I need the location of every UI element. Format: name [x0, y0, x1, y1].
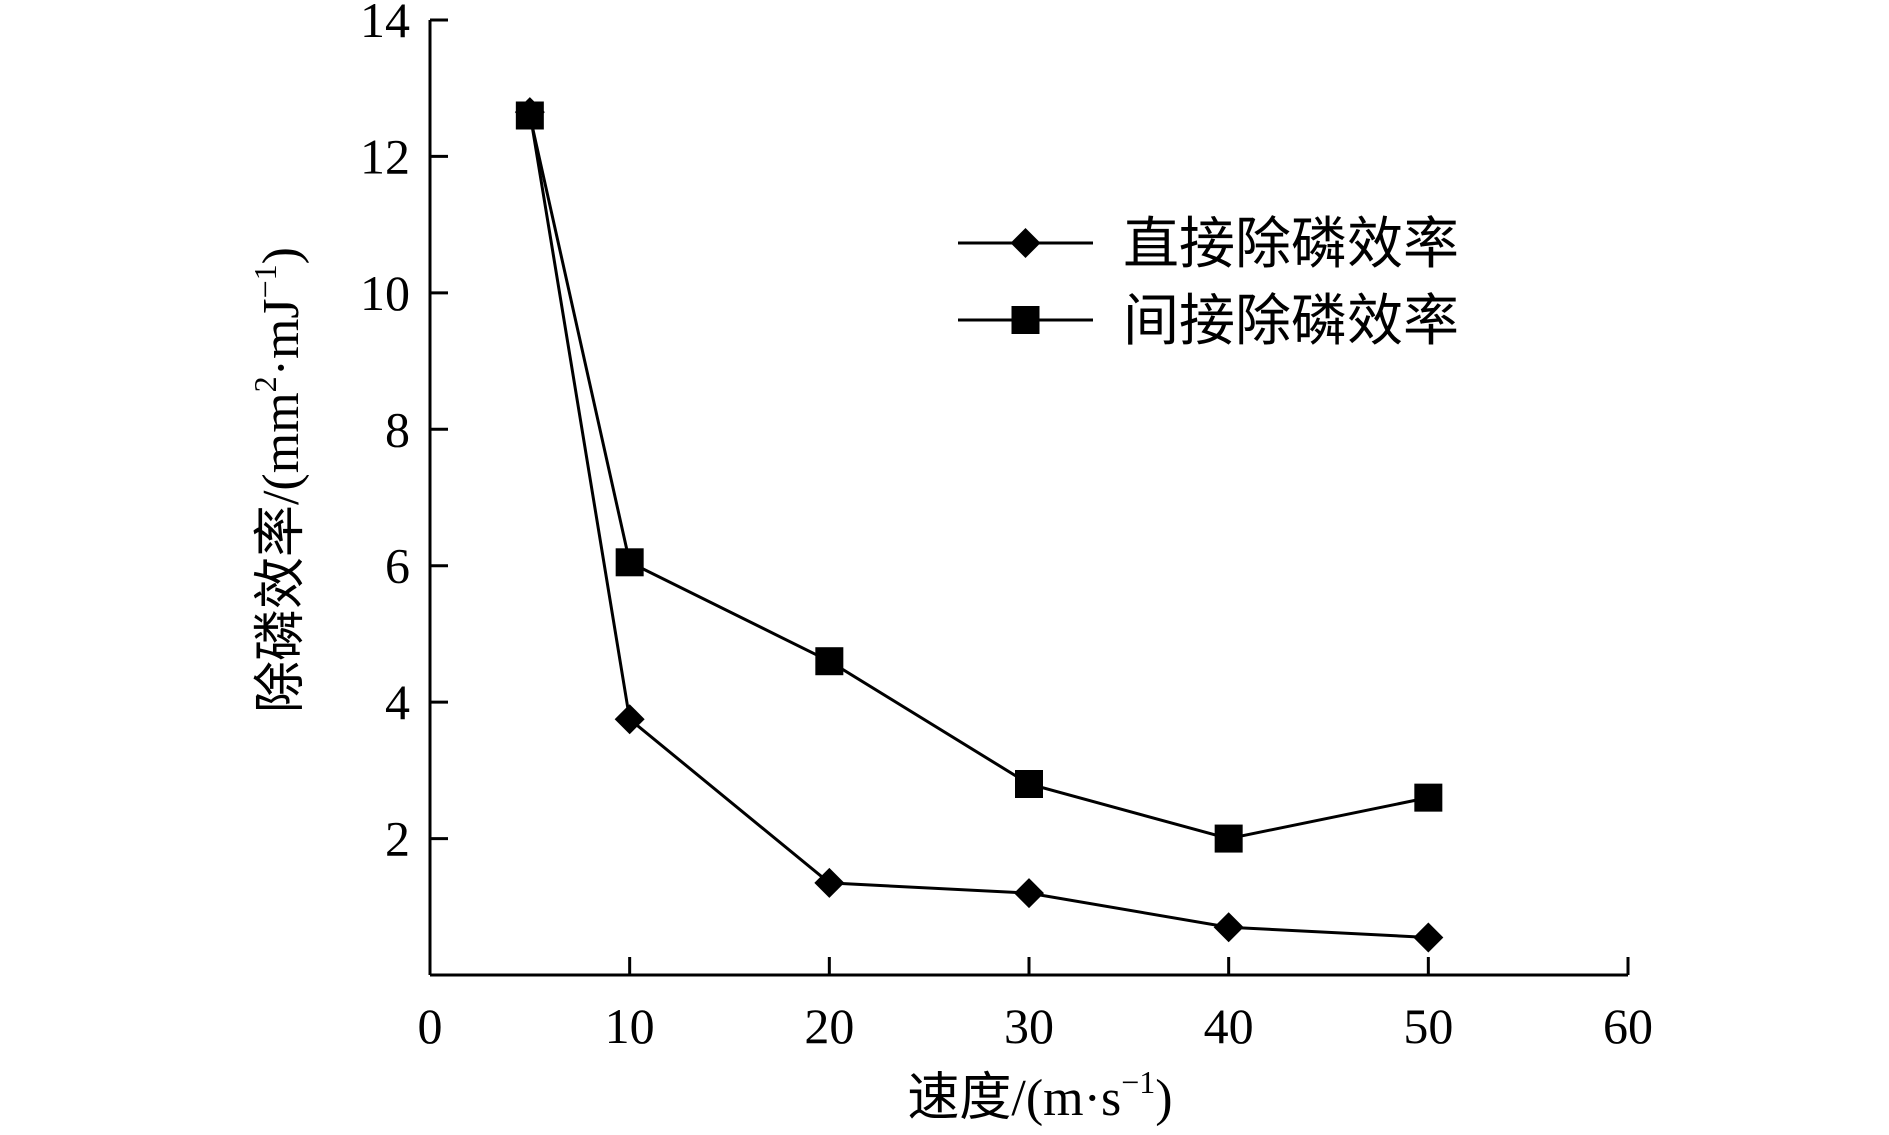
x-tick-label: 0 — [418, 998, 443, 1054]
y-axis-title-close: ) — [253, 247, 310, 264]
axes — [428, 20, 1628, 977]
diamond-point — [614, 704, 645, 735]
diamond-point — [1014, 878, 1044, 909]
square-point — [615, 548, 644, 577]
x-tick-label: 40 — [1204, 998, 1254, 1054]
square-point — [1414, 783, 1443, 812]
diamond-point — [1213, 912, 1244, 943]
x-tick-label: 10 — [605, 998, 655, 1054]
x-tick-label: 60 — [1603, 998, 1653, 1054]
y-tick-label: 12 — [360, 128, 410, 184]
x-tick-label: 50 — [1403, 998, 1453, 1054]
legend-entry: 直接除磷效率 — [958, 214, 1459, 276]
legend-label: 直接除磷效率 — [1123, 214, 1459, 276]
x-tick-label: 30 — [1004, 998, 1054, 1054]
x-axis-title-close: ) — [1155, 1070, 1172, 1127]
diamond-point — [1413, 922, 1444, 953]
square-point — [1015, 770, 1043, 798]
series-line — [528, 115, 1429, 841]
legend-diamond-marker — [1010, 228, 1041, 258]
y-axis-title-superscript-1: 2 — [247, 376, 283, 392]
series-2 — [515, 101, 1443, 853]
y-tick-label: 8 — [385, 401, 410, 457]
y-axis-title-superscript-2: −1 — [247, 264, 283, 298]
y-tick-label: 2 — [385, 811, 410, 867]
x-tick-label: 20 — [804, 998, 854, 1054]
y-axis-title: 除磷效率/(mm2·mJ−1) — [247, 247, 310, 713]
diamond-point — [814, 867, 845, 898]
legend-label: 间接除磷效率 — [1123, 291, 1459, 353]
legend-entry: 间接除磷效率 — [958, 291, 1459, 353]
x-axis-title-superscript: −1 — [1121, 1064, 1155, 1100]
y-tick-label: 4 — [385, 674, 410, 730]
square-point — [815, 647, 844, 676]
series-layer — [514, 97, 1444, 953]
square-point — [515, 101, 544, 130]
y-tick-label: 6 — [385, 538, 410, 594]
y-tick-label: 10 — [360, 265, 410, 321]
y-tick-label: 14 — [360, 0, 410, 48]
x-axis-title: 速度/(m·s−1) — [907, 1064, 1172, 1127]
y-axis-title-mid: ·mJ — [253, 298, 310, 376]
y-axis-ticks: 2 4 6 8 10 12 14 — [360, 0, 448, 867]
x-axis-ticks: 0 10 20 30 40 50 60 — [418, 957, 1653, 1054]
series-line — [528, 111, 1429, 939]
legend-square-marker — [1011, 306, 1040, 334]
square-point — [1214, 824, 1243, 853]
